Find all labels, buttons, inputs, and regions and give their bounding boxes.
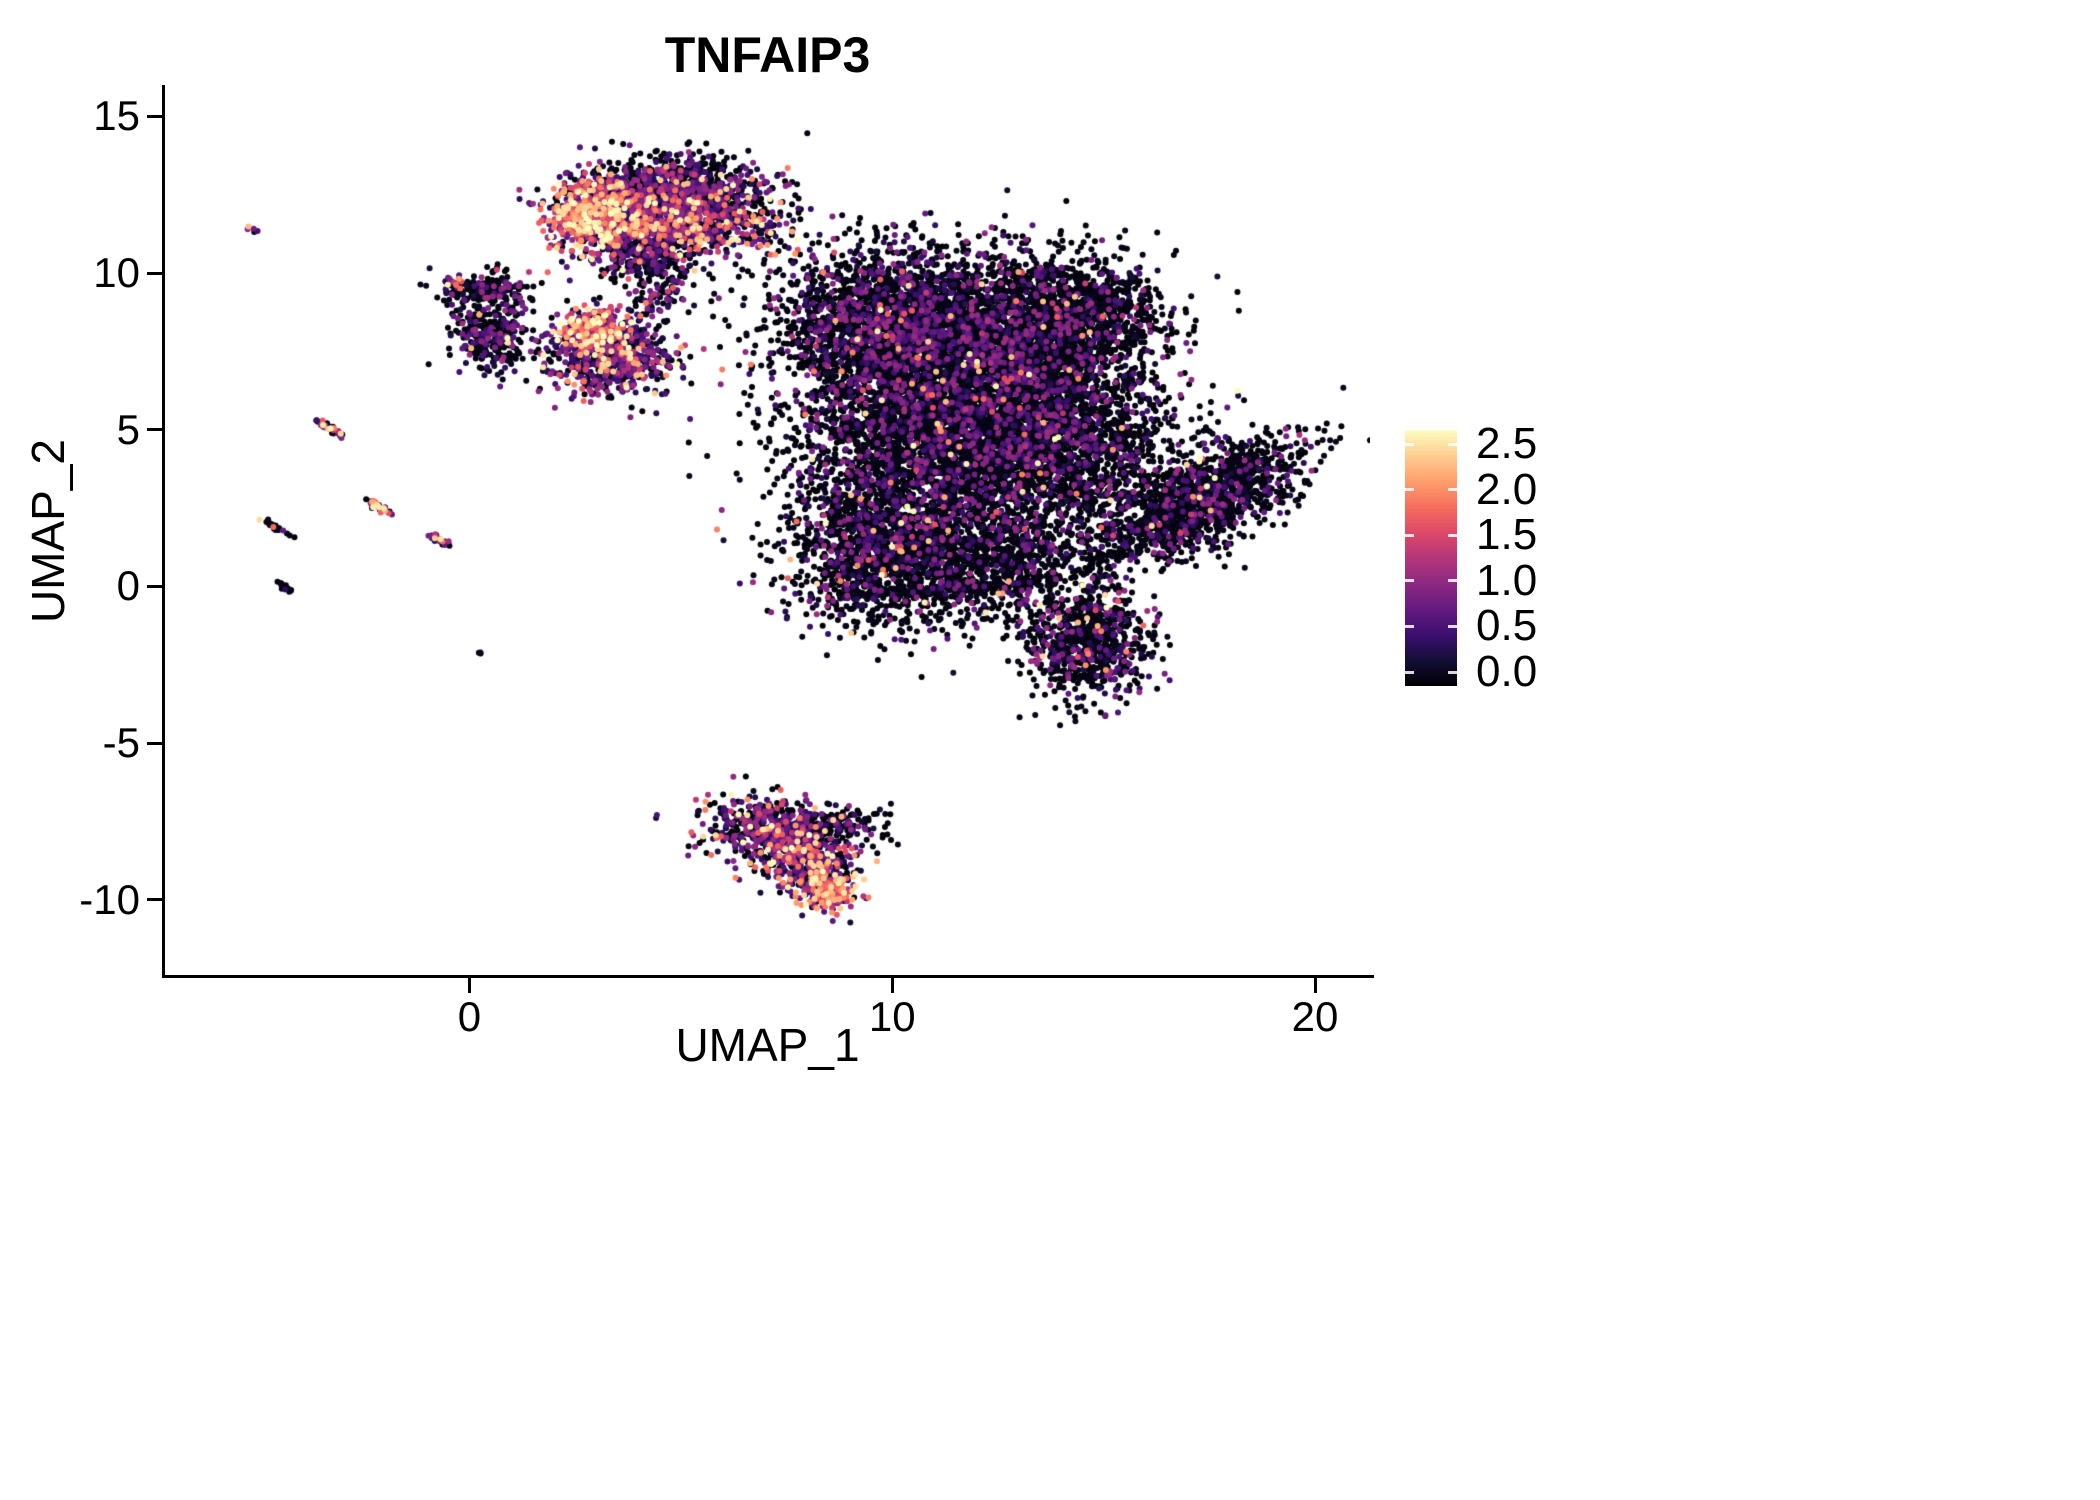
y-tick-mark [147,741,162,745]
x-tick-label: 20 [1291,993,1339,1040]
y-tick-mark [147,428,162,432]
y-tick-mark [147,271,162,275]
plot-title: TNFAIP3 [664,27,871,83]
colorbar-tick-mark [1405,579,1414,583]
colorbar-tick-mark [1405,488,1414,492]
colorbar-tick-mark [1405,624,1414,628]
colorbar-tick-mark [1448,624,1457,628]
y-tick-label: 10 [93,249,140,297]
x-tick-label: 0 [457,993,482,1040]
colorbar-tick-mark [1448,442,1457,446]
colorbar-tick-label: 1.5 [1476,510,1538,560]
colorbar-legend [1405,430,1457,686]
y-tick-mark [147,584,162,588]
x-axis-label: UMAP_1 [675,1019,860,1071]
scatter-canvas [165,85,1370,975]
x-tick-label: 10 [868,993,916,1040]
x-axis-line [162,975,1374,978]
colorbar-tick-mark [1448,488,1457,492]
colorbar-tick-label: 0.5 [1476,601,1538,651]
colorbar-tick-mark [1448,533,1457,537]
y-tick-label: 0 [116,562,140,610]
colorbar-tick-label: 2.0 [1476,464,1538,514]
y-axis-line [162,85,165,978]
y-tick-label: 5 [116,405,140,453]
y-tick-label: -10 [79,875,140,923]
y-tick-label: 15 [93,92,140,140]
y-tick-mark [147,898,162,902]
x-tick-mark [890,978,894,993]
x-tick-mark [1313,978,1317,993]
colorbar-tick-mark [1448,670,1457,674]
y-tick-label: -5 [102,719,140,767]
colorbar-tick-mark [1405,670,1414,674]
y-tick-mark [147,114,162,118]
colorbar-tick-mark [1405,533,1414,537]
colorbar-gradient [1405,430,1457,686]
colorbar-tick-label: 2.5 [1476,419,1538,468]
x-tick-mark [467,978,471,993]
colorbar-tick-mark [1448,579,1457,583]
colorbar-tick-label: 0.0 [1476,647,1538,696]
colorbar-tick-label: 1.0 [1476,555,1538,605]
colorbar-tick-mark [1405,442,1414,446]
